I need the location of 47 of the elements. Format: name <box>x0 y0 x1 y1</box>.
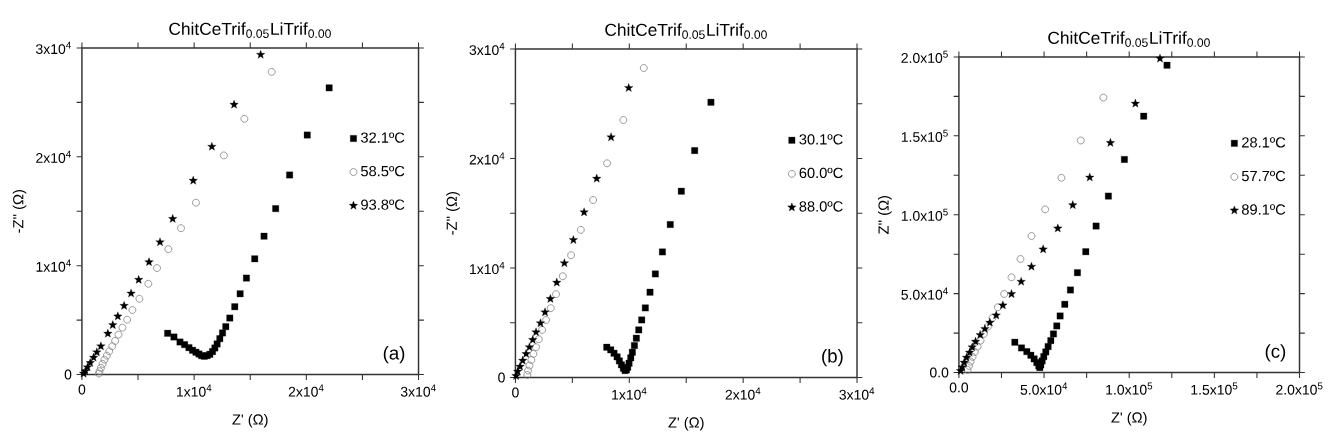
legend-label: 93.8ºC <box>361 199 405 210</box>
y-axis-title: Z'' (Ω) <box>877 195 892 234</box>
legend-label: 60.0ºC <box>799 167 843 178</box>
x-tick-label: 3x10$^{4}$ <box>839 387 875 400</box>
annotation: (b) <box>822 348 843 367</box>
chart-title: ChitCeTrif$_{0.05}$LiTrif$_{0.00}$ <box>1048 31 1210 47</box>
legend-label: 88.0ºC <box>799 201 843 212</box>
annotation: (c) <box>1265 343 1286 362</box>
x-tick-label: 3x10$^{4}$ <box>400 384 436 397</box>
x-tick-label: 2x10$^{4}$ <box>288 384 324 397</box>
annotation: (a) <box>383 345 405 364</box>
y-tick-label: 0 <box>498 372 505 383</box>
x-tick-label: 1.0x10$^{5}$ <box>1106 382 1153 395</box>
legend-label: 30.1ºC <box>799 133 843 145</box>
y-tick-label: 3x10$^{4}$ <box>469 42 505 55</box>
x-tick-label: 5.0x10$^{4}$ <box>1020 382 1068 395</box>
x-tick-label: 0 <box>512 387 519 398</box>
y-tick-label: 1x10$^{4}$ <box>470 261 505 274</box>
x-tick-label: 1x10$^{4}$ <box>612 387 647 400</box>
chart-title: ChitCeTrif$_{0.05}$LiTrif$_{0.00}$ <box>169 22 331 38</box>
x-tick-label: 2.0x10$^{5}$ <box>1276 382 1323 395</box>
x-axis-title: Z' (Ω) <box>232 413 268 428</box>
x-tick-label: 2x10$^{4}$ <box>725 387 761 400</box>
legend-label: 28.1ºC <box>1242 136 1286 148</box>
y-axis-title: -Z'' (Ω) <box>12 189 27 233</box>
y-tick-label: 5.0x10$^{4}$ <box>901 287 948 300</box>
x-axis-title: Z' (Ω) <box>1111 411 1147 426</box>
y-tick-label: 1.5x10$^{5}$ <box>901 129 948 142</box>
x-tick-label: 1x10$^{4}$ <box>176 384 212 397</box>
x-tick-label: 0 <box>78 384 86 395</box>
legend-label: 58.5ºC <box>361 165 405 177</box>
y-tick-label: 0.0 <box>929 367 949 378</box>
y-tick-label: 1.0x10$^{5}$ <box>901 208 948 221</box>
y-tick-label: 2x10$^{4}$ <box>36 150 71 163</box>
y-tick-label: 3x10$^{4}$ <box>35 41 71 54</box>
legend-label: 32.1ºC <box>361 132 405 143</box>
chart-title: ChitCeTrif$_{0.05}$LiTrif$_{0.00}$ <box>605 23 767 39</box>
legend-label: 57.7ºC <box>1241 170 1286 181</box>
legend-label: 89.1ºC <box>1241 204 1286 215</box>
y-tick-label: 1x10$^{4}$ <box>36 259 71 272</box>
y-tick-label: 2x10$^{4}$ <box>469 152 505 165</box>
y-axis-title: -Z'' (Ω) <box>446 191 460 235</box>
y-tick-label: 0 <box>64 369 72 380</box>
x-axis-title: Z' (Ω) <box>668 416 704 431</box>
y-tick-label: 2.0x10$^{5}$ <box>901 50 948 63</box>
x-tick-label: 0.0 <box>949 382 969 393</box>
x-tick-label: 1.5x10$^{5}$ <box>1191 382 1238 395</box>
